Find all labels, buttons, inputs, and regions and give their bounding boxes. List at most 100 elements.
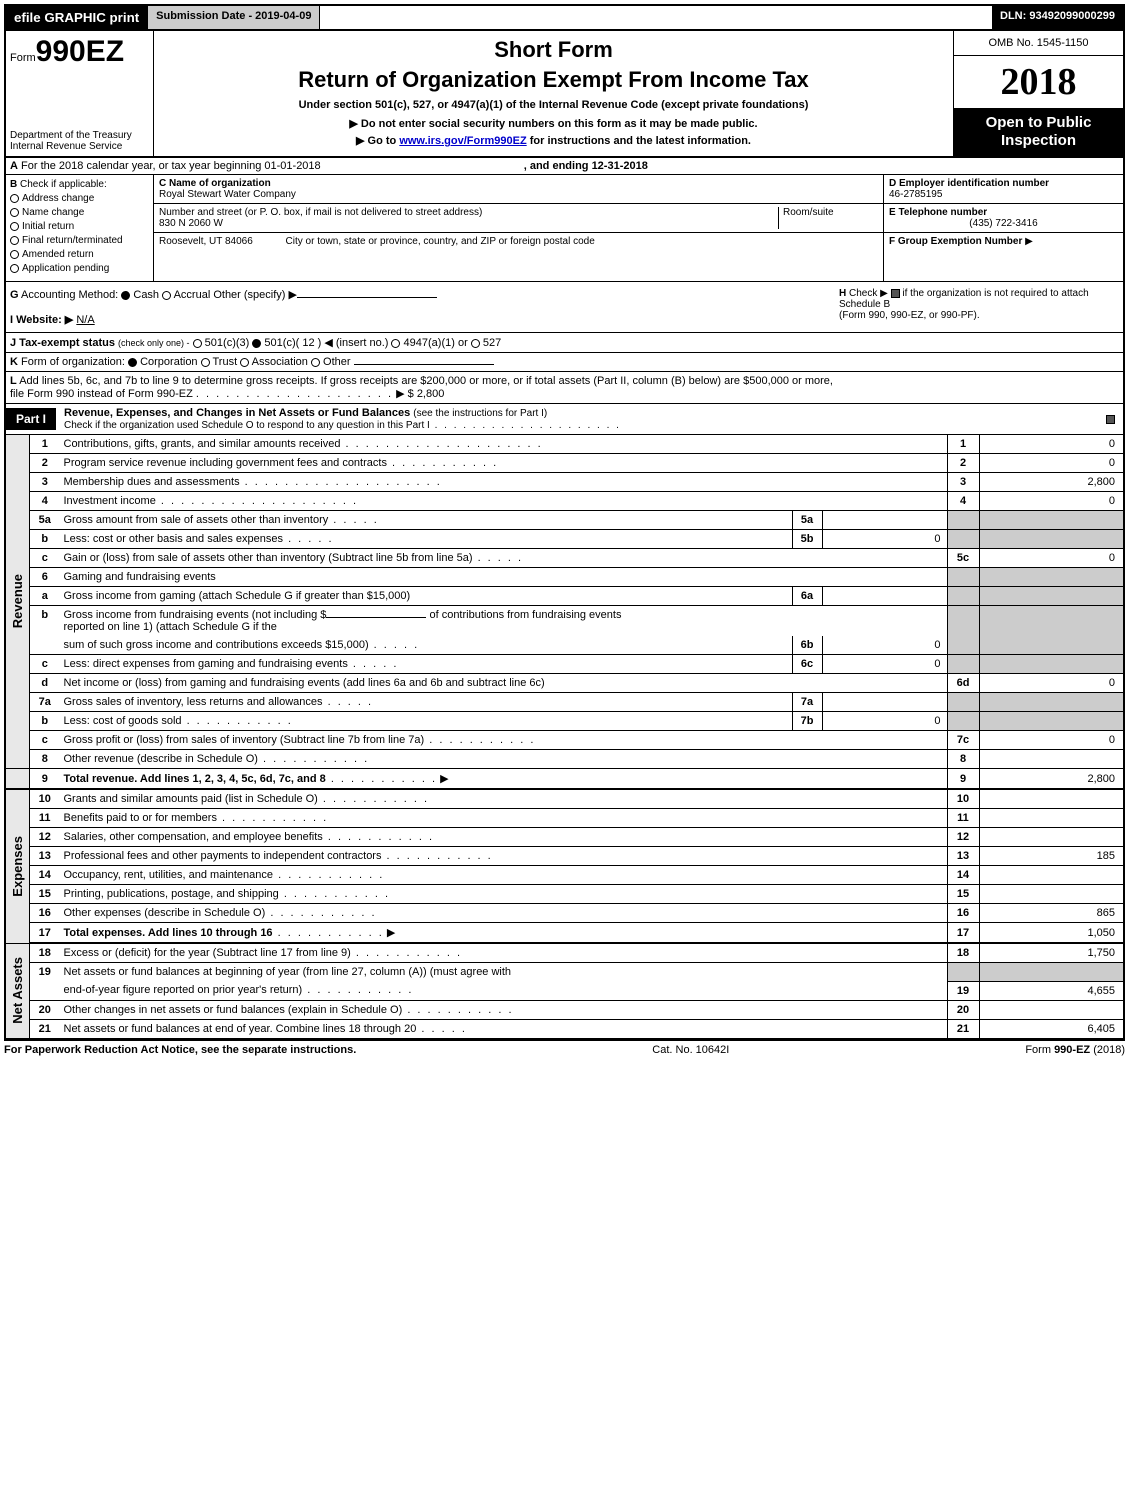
line-19-grey — [947, 963, 979, 982]
line-8-num: 8 — [30, 750, 60, 769]
line-17-rval: 1,050 — [979, 923, 1124, 944]
fundraising-dollar-field[interactable] — [326, 617, 426, 618]
line-8-rval — [979, 750, 1124, 769]
dots — [328, 514, 379, 526]
line-5b-mv: 0 — [822, 530, 947, 549]
line-19-num: 19 — [30, 963, 60, 1001]
line-5b-grey2 — [979, 530, 1124, 549]
line-13-desc: Professional fees and other payments to … — [64, 850, 382, 862]
short-form-title: Short Form — [160, 37, 947, 63]
line-15-rval — [979, 885, 1124, 904]
row-k: K Form of organization: Corporation Trus… — [4, 353, 1125, 372]
line-6-desc: Gaming and fundraising events — [60, 568, 948, 587]
goto-post: for instructions and the latest informat… — [527, 135, 751, 147]
lbl-cash: Cash — [133, 289, 159, 301]
line-11-num: 11 — [30, 809, 60, 828]
efile-print-button[interactable]: efile GRAPHIC print — [6, 6, 147, 29]
line-10-rval — [979, 789, 1124, 809]
chk-address-change[interactable] — [10, 194, 19, 203]
ssn-warning: ▶ Do not enter social security numbers o… — [160, 117, 947, 130]
other-org-field[interactable] — [354, 364, 494, 365]
line-2-rnum: 2 — [947, 454, 979, 473]
line-21-desc: Net assets or fund balances at end of ye… — [64, 1023, 417, 1035]
radio-527[interactable] — [471, 339, 480, 348]
line-17-arrow: ▶ — [387, 927, 395, 939]
section-c: C Name of organization Royal Stewart Wat… — [154, 175, 883, 281]
chk-schedule-o[interactable] — [1106, 415, 1115, 424]
line-5a-grey — [947, 511, 979, 530]
radio-association[interactable] — [240, 358, 249, 367]
line-6c-num: c — [30, 655, 60, 674]
line-6d-num: d — [30, 674, 60, 693]
radio-cash[interactable] — [121, 291, 130, 300]
irs-link[interactable]: www.irs.gov/Form990EZ — [399, 135, 526, 147]
other-specify-field[interactable] — [297, 297, 437, 298]
lbl-name-change: Name change — [22, 207, 84, 218]
part1-title-note: (see the instructions for Part I) — [413, 408, 547, 419]
line-8-rnum: 8 — [947, 750, 979, 769]
line-18-desc: Excess or (deficit) for the year (Subtra… — [64, 947, 351, 959]
dots — [326, 773, 437, 785]
line-13-num: 13 — [30, 847, 60, 866]
line-7b-mv: 0 — [822, 712, 947, 731]
line-16-num: 16 — [30, 904, 60, 923]
chk-initial-return[interactable] — [10, 222, 19, 231]
line-5a-mn: 5a — [792, 511, 822, 530]
line-6a-desc: Gross income from gaming (attach Schedul… — [64, 590, 411, 602]
line-5c-rval: 0 — [979, 549, 1124, 568]
city-value: Roosevelt, UT 84066 — [159, 236, 253, 247]
line-5a-desc: Gross amount from sale of assets other t… — [64, 514, 329, 526]
line-9-rnum: 9 — [947, 769, 979, 790]
chk-schedule-b[interactable] — [891, 289, 900, 298]
header-center: Short Form Return of Organization Exempt… — [154, 31, 953, 156]
radio-accrual[interactable] — [162, 291, 171, 300]
dots — [283, 533, 334, 545]
dept-treasury: Department of the Treasury — [10, 130, 149, 141]
sub-title: Under section 501(c), 527, or 4947(a)(1)… — [160, 99, 947, 111]
footer-left: For Paperwork Reduction Act Notice, see … — [4, 1044, 356, 1056]
part1-title: Revenue, Expenses, and Changes in Net As… — [64, 407, 410, 419]
lbl-501c3: 501(c)(3) — [205, 337, 250, 349]
line-6c-mn: 6c — [792, 655, 822, 674]
chk-name-change[interactable] — [10, 208, 19, 217]
dept-irs: Internal Revenue Service — [10, 141, 149, 152]
line-12-rval — [979, 828, 1124, 847]
line-6b-d1: Gross income from fundraising events (no… — [64, 609, 327, 621]
lbl-4947: 4947(a)(1) or — [404, 337, 468, 349]
chk-application-pending[interactable] — [10, 264, 19, 273]
line-2-desc: Program service revenue including govern… — [64, 457, 387, 469]
dots — [273, 927, 384, 939]
line-17-rnum: 17 — [947, 923, 979, 944]
open-public-1: Open to Public — [956, 114, 1121, 132]
label-b: B — [10, 179, 17, 190]
line-6b-d4: sum of such gross income and contributio… — [64, 639, 369, 651]
dots — [340, 438, 542, 450]
h-check-label: Check ▶ — [849, 288, 888, 299]
h-text3: (Form 990, 990-EZ, or 990-PF). — [839, 310, 980, 321]
page-footer: For Paperwork Reduction Act Notice, see … — [4, 1039, 1125, 1059]
radio-trust[interactable] — [201, 358, 210, 367]
dots — [369, 639, 420, 651]
line-14-rval — [979, 866, 1124, 885]
line-7a-mn: 7a — [792, 693, 822, 712]
line-1-rnum: 1 — [947, 435, 979, 454]
radio-4947[interactable] — [391, 339, 400, 348]
radio-other-org[interactable] — [311, 358, 320, 367]
line-9-rval: 2,800 — [979, 769, 1124, 790]
row-a: A For the 2018 calendar year, or tax yea… — [4, 158, 1125, 175]
lbl-trust: Trust — [212, 356, 237, 368]
lbl-corporation: Corporation — [140, 356, 197, 368]
dots — [387, 457, 498, 469]
line-6c-grey2 — [979, 655, 1124, 674]
radio-501c3[interactable] — [193, 339, 202, 348]
line-19-rnum: 19 — [947, 981, 979, 1000]
chk-final-return[interactable] — [10, 236, 19, 245]
label-a: A — [10, 160, 18, 172]
label-g: G — [10, 289, 19, 301]
lbl-527: 527 — [483, 337, 501, 349]
radio-corporation[interactable] — [128, 358, 137, 367]
chk-amended-return[interactable] — [10, 250, 19, 259]
radio-501c[interactable] — [252, 339, 261, 348]
l-amount: ▶ $ 2,800 — [396, 388, 444, 400]
open-public-badge: Open to Public Inspection — [954, 108, 1123, 156]
